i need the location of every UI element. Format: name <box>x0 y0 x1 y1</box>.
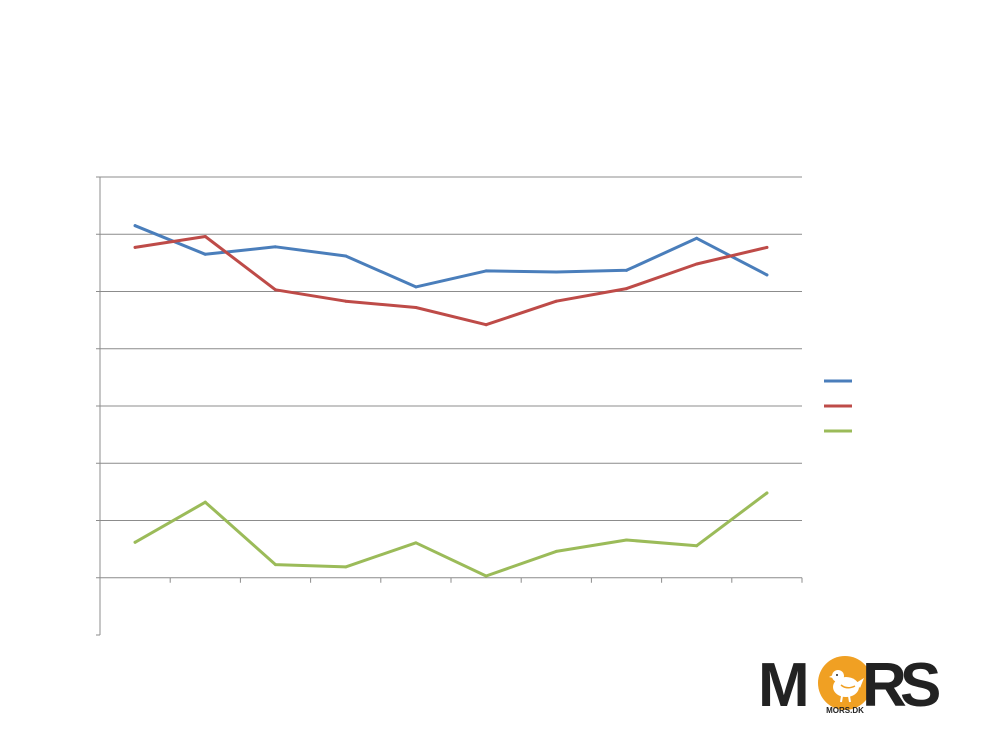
data-point <box>203 252 207 256</box>
series-line-2 <box>133 235 769 327</box>
data-point <box>133 540 137 544</box>
data-point <box>274 288 277 292</box>
data-point <box>695 262 699 266</box>
data-point <box>484 574 488 578</box>
data-point <box>765 491 769 495</box>
data-point <box>133 245 137 249</box>
data-point <box>203 235 207 239</box>
series-line-1 <box>133 224 769 289</box>
data-point <box>344 299 348 303</box>
series-lines <box>133 224 769 578</box>
gridlines <box>100 176 802 579</box>
data-point <box>554 270 558 274</box>
data-point <box>695 544 699 548</box>
data-point <box>484 323 488 327</box>
data-point <box>625 268 628 272</box>
data-point <box>274 245 277 249</box>
data-point <box>203 500 207 504</box>
logo-subtitle: MORS.DK <box>826 706 864 715</box>
grouse-bird-icon <box>829 670 864 703</box>
mors-logo: M R S MORS.DK <box>752 652 944 724</box>
axes <box>96 176 803 636</box>
data-point <box>414 306 418 310</box>
data-point <box>695 236 699 240</box>
logo-letter-m: M <box>758 651 810 720</box>
data-point <box>344 565 348 569</box>
data-point <box>765 273 769 277</box>
data-point <box>414 285 418 289</box>
logo-letter-s: S <box>900 651 942 720</box>
legend <box>824 379 852 433</box>
logo-letter-r: R <box>862 651 907 720</box>
data-point <box>554 299 558 303</box>
data-point <box>765 245 769 249</box>
data-point <box>344 254 348 258</box>
data-point <box>625 538 628 542</box>
data-point <box>414 541 418 545</box>
data-point <box>625 287 628 291</box>
data-point <box>484 269 488 273</box>
data-point <box>554 549 558 553</box>
series-line-3 <box>133 491 769 578</box>
data-point <box>274 563 277 567</box>
data-point <box>133 224 137 228</box>
